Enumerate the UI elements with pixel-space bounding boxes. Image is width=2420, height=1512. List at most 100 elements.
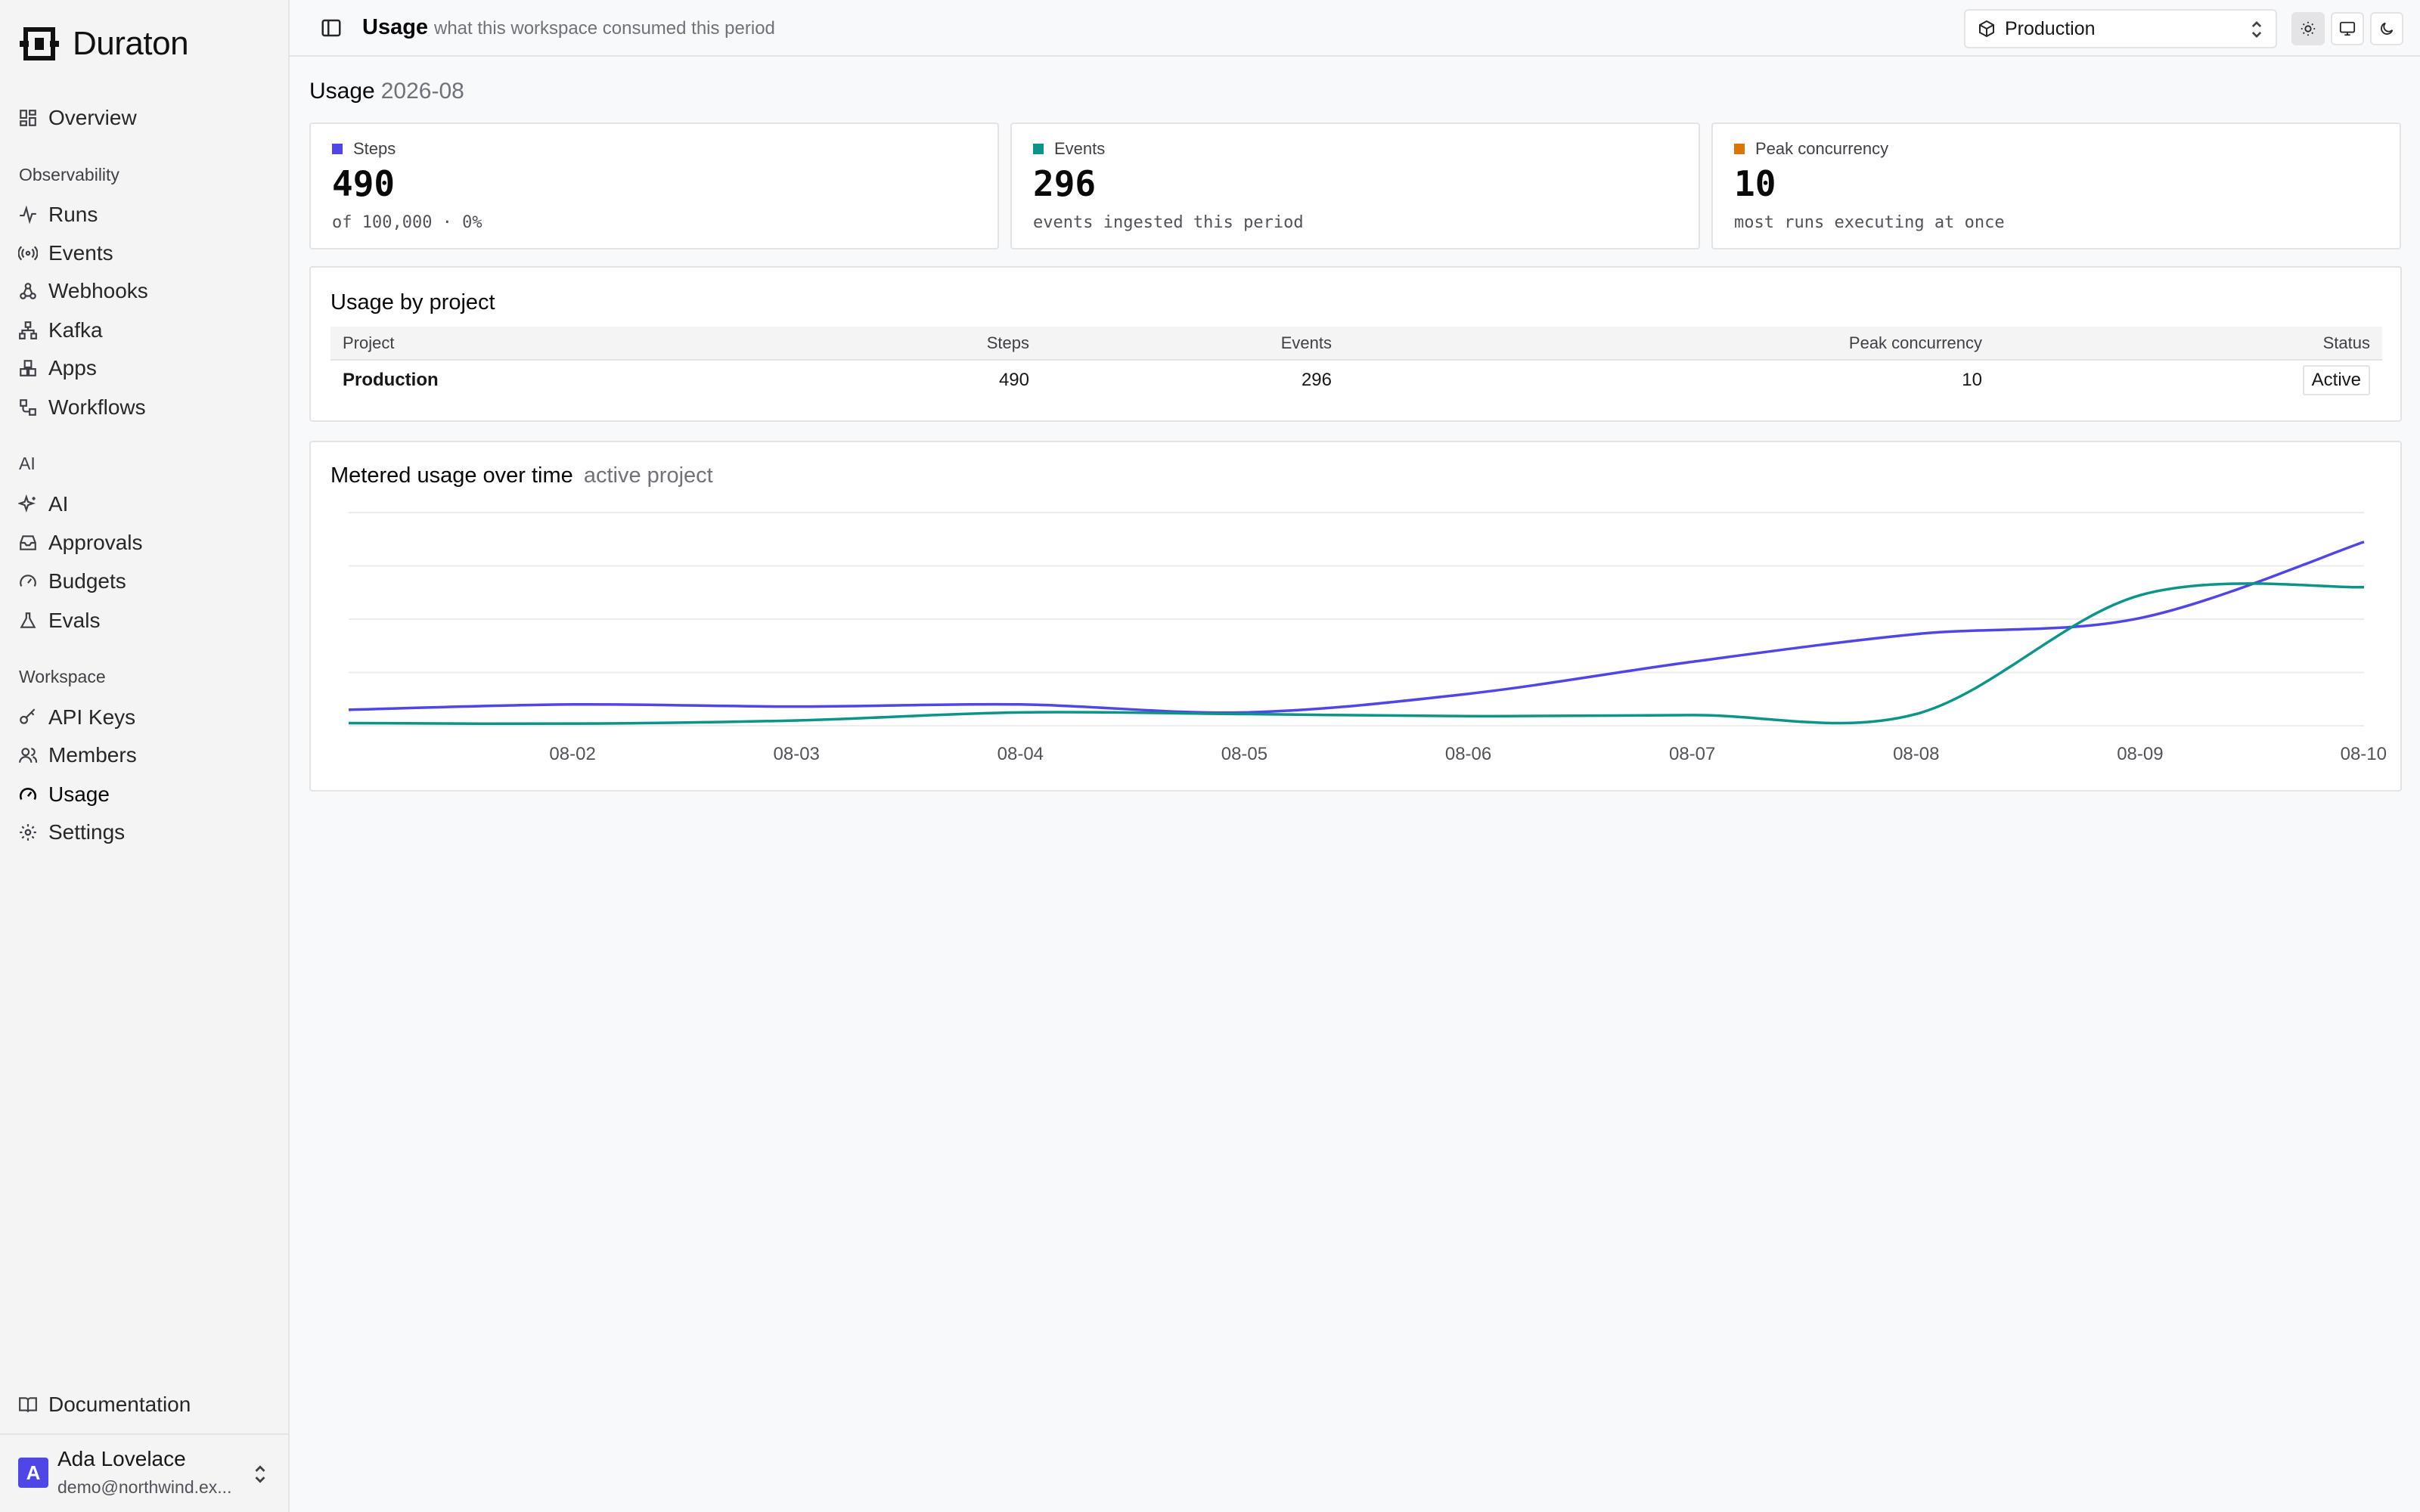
top-bar: Usage what this workspace consumed this … xyxy=(290,0,2420,57)
sidebar-item-overview[interactable]: Overview xyxy=(18,101,137,135)
sidebar-item-label: Kafka xyxy=(48,318,103,342)
page-title: Usage xyxy=(362,15,429,39)
table-row[interactable]: Production 490 296 10 Active xyxy=(330,360,2382,399)
user-name: Ada Lovelace xyxy=(57,1447,186,1470)
page-subtitle: what this workspace consumed this period xyxy=(434,18,775,39)
sidebar-item-members[interactable]: Members xyxy=(18,739,137,772)
dark-theme-button[interactable] xyxy=(2370,12,2403,45)
sidebar-item-label: Apps xyxy=(48,356,97,380)
gauge-icon xyxy=(20,575,36,587)
app-name: Duraton xyxy=(73,25,189,62)
documentation-link[interactable]: Documentation xyxy=(18,1388,191,1421)
series-line-0 xyxy=(348,541,2365,714)
usage-heading: Usage 2026-08 xyxy=(309,79,464,104)
project-select-value: Production xyxy=(2005,17,2096,39)
x-tick-label: 08-02 xyxy=(549,744,595,764)
chevrons-up-down-icon xyxy=(255,1465,265,1483)
sidebar-item-label: Events xyxy=(48,241,113,265)
monitor-icon xyxy=(2339,21,2356,36)
metered-usage-panel: Metered usage over time active project 0… xyxy=(309,441,2402,792)
gauge-icon xyxy=(19,787,37,801)
peak-swatch xyxy=(1734,144,1745,154)
nav-section-ai: AI xyxy=(19,454,36,473)
sidebar-item-label: Webhooks xyxy=(48,279,148,302)
sidebar: Duraton Overview Observability Runs Even… xyxy=(0,0,290,1512)
cell-peak: 10 xyxy=(1962,369,1982,390)
col-header: Peak concurrency xyxy=(1344,327,1994,361)
sun-icon xyxy=(2301,21,2316,36)
activity-icon xyxy=(20,205,36,225)
sidebar-item-label: Budgets xyxy=(48,569,126,593)
table-header-row: Project Steps Events Peak concurrency St… xyxy=(330,327,2382,361)
steps-swatch xyxy=(332,144,343,154)
x-tick-label: 08-04 xyxy=(997,744,1044,764)
stat-label: Peak concurrency xyxy=(1755,139,1889,158)
chart-title: Metered usage over time xyxy=(330,463,573,488)
user-menu[interactable]: A Ada Lovelace demo@northwind.ex... xyxy=(0,1433,288,1512)
sidebar-item-label: API Keys xyxy=(48,705,136,729)
flask-icon xyxy=(20,612,36,628)
stat-label: Events xyxy=(1054,139,1106,158)
series-line-1 xyxy=(348,582,2365,726)
x-tick-label: 08-05 xyxy=(1221,744,1267,764)
gear-icon xyxy=(20,824,36,841)
usage-by-project-table: Project Steps Events Peak concurrency St… xyxy=(330,327,2382,399)
duraton-logo-icon xyxy=(20,27,59,60)
sidebar-item-label: AI xyxy=(48,492,69,516)
light-theme-button[interactable] xyxy=(2291,12,2325,45)
sidebar-item-label: Settings xyxy=(48,820,126,844)
sidebar-item-label: Approvals xyxy=(48,531,143,554)
x-tick-label: 08-10 xyxy=(2341,744,2387,764)
stat-desc: of 100,000 · 0% xyxy=(332,213,482,232)
x-tick-label: 08-08 xyxy=(1893,744,1939,764)
workflow-icon xyxy=(20,399,36,416)
project-select[interactable]: Production xyxy=(1964,9,2277,48)
sidebar-item-usage[interactable]: Usage xyxy=(18,778,110,811)
sidebar-item-runs[interactable]: Runs xyxy=(18,198,98,231)
stat-value: 296 xyxy=(1033,163,1097,204)
radio-icon xyxy=(18,246,38,261)
stat-label: Steps xyxy=(353,139,396,158)
usage-period: 2026-08 xyxy=(380,79,464,104)
sidebar-item-api-keys[interactable]: API Keys xyxy=(18,701,135,734)
sidebar-item-workflows[interactable]: Workflows xyxy=(18,391,146,424)
sidebar-item-approvals[interactable]: Approvals xyxy=(18,526,143,559)
cell-project: Production xyxy=(343,369,439,390)
metered-usage-chart: 08-02 08-03 08-04 08-05 08-06 08-07 08-08 08-09… xyxy=(348,512,2387,764)
webhook-icon xyxy=(20,283,36,299)
sidebar-item-apps[interactable]: Apps xyxy=(18,352,97,385)
status-badge: Active xyxy=(2302,364,2370,395)
avatar: A xyxy=(18,1458,48,1488)
sidebar-item-events[interactable]: Events xyxy=(18,237,113,270)
sidebar-item-label: Usage xyxy=(48,782,110,806)
sidebar-item-budgets[interactable]: Budgets xyxy=(18,565,126,598)
inbox-icon xyxy=(20,535,36,550)
col-header: Events xyxy=(1041,327,1344,361)
stat-desc: events ingested this period xyxy=(1033,213,1304,232)
panel-title: Metered usage over time active project xyxy=(330,463,713,488)
nav-section-observability: Observability xyxy=(19,165,119,184)
grid-icon xyxy=(20,110,36,126)
stat-card-events: Events 296 events ingested this period xyxy=(1010,122,1700,249)
sidebar-item-settings[interactable]: Settings xyxy=(18,816,125,849)
sidebar-item-webhooks[interactable]: Webhooks xyxy=(18,274,148,308)
sidebar-item-label: Evals xyxy=(48,609,101,632)
nav-section-workspace: Workspace xyxy=(19,667,106,686)
events-swatch xyxy=(1033,144,1044,154)
x-tick-label: 08-06 xyxy=(1445,744,1491,764)
chart-qualifier: active project xyxy=(583,463,713,488)
app-logo[interactable]: Duraton xyxy=(18,23,189,65)
stat-card-peak-concurrency: Peak concurrency 10 most runs executing … xyxy=(1711,122,2401,249)
sidebar-item-evals[interactable]: Evals xyxy=(18,604,100,637)
stat-card-steps: Steps 490 of 100,000 · 0% xyxy=(309,122,999,249)
user-email: demo@northwind.ex... xyxy=(57,1477,232,1497)
stat-desc: most runs executing at once xyxy=(1734,213,2005,232)
boxes-icon xyxy=(20,360,36,376)
sidebar-item-kafka[interactable]: Kafka xyxy=(18,314,103,347)
sidebar-item-label: Workflows xyxy=(48,395,146,419)
x-tick-label: 08-07 xyxy=(1669,744,1715,764)
sidebar-item-label: Runs xyxy=(48,203,98,226)
system-theme-button[interactable] xyxy=(2331,12,2364,45)
sidebar-item-ai[interactable]: AI xyxy=(18,488,68,521)
sidebar-toggle-icon[interactable] xyxy=(320,17,343,39)
